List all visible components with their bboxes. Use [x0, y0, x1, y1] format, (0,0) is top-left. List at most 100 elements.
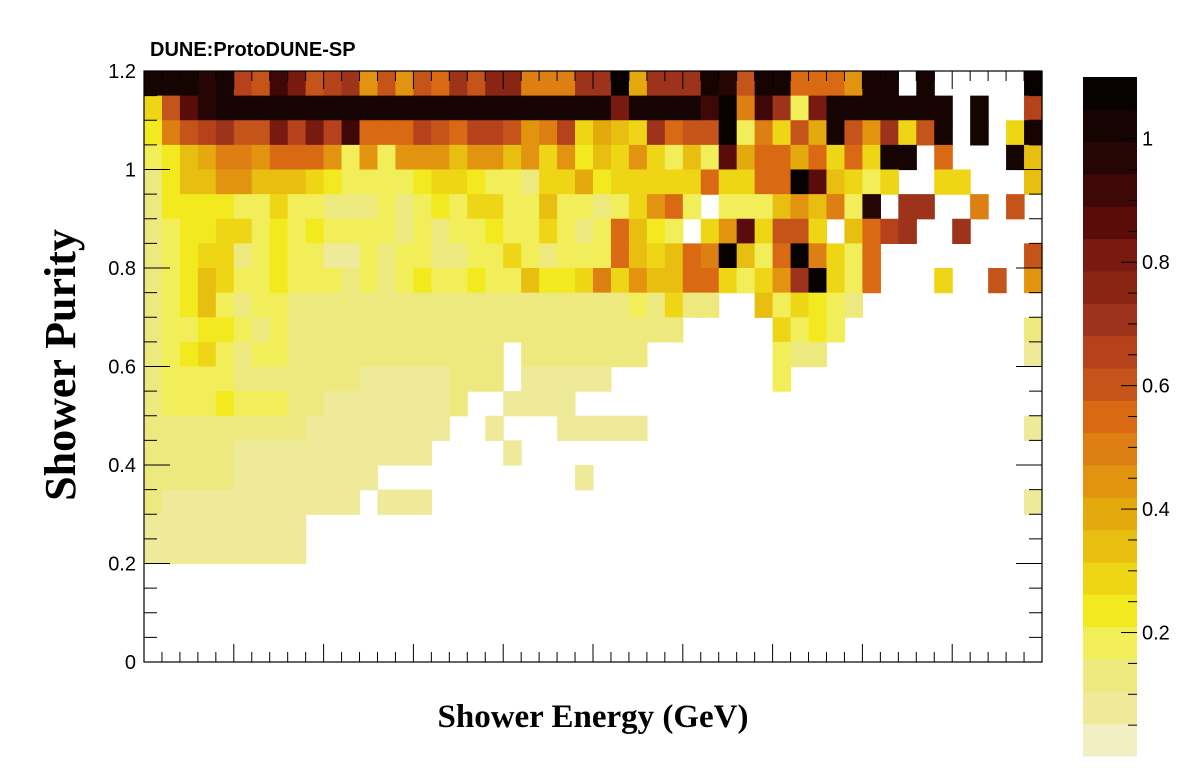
heatmap-cell: [575, 268, 594, 294]
heatmap-cell: [467, 120, 486, 146]
heatmap-cell: [646, 268, 666, 294]
heatmap-cell: [485, 366, 504, 392]
heatmap-cell: [485, 243, 504, 269]
heatmap-cell: [790, 194, 810, 220]
heatmap-cell: [413, 218, 432, 244]
heatmap-cell: [305, 95, 325, 121]
heatmap-cell: [359, 95, 379, 121]
heatmap-cell: [233, 194, 253, 220]
heatmap-cell: [233, 538, 253, 565]
heatmap-cell: [557, 341, 576, 368]
heatmap-cell: [341, 218, 361, 244]
heatmap-cell: [305, 268, 325, 294]
heatmap-cell: [539, 366, 558, 392]
heatmap-cell: [575, 243, 594, 269]
heatmap-cell: [269, 71, 289, 97]
heatmap-cell: [485, 415, 504, 441]
heatmap-cell: [251, 292, 271, 318]
heatmap-cell: [197, 341, 217, 368]
color-scale-swatch: [1083, 497, 1137, 531]
heatmap-cell: [287, 144, 307, 171]
heatmap-cell: [593, 120, 612, 146]
heatmap-cell: [934, 144, 953, 171]
heatmap-cell: [197, 366, 217, 392]
heatmap-cell: [377, 243, 397, 269]
heatmap-cell: [844, 95, 863, 121]
heatmap-cell: [664, 218, 684, 244]
heatmap-cell: [1024, 341, 1043, 368]
heatmap-cell: [197, 120, 217, 146]
heatmap-cell: [521, 169, 540, 195]
heatmap-cell: [521, 391, 540, 417]
heatmap-cell: [161, 465, 181, 491]
heatmap-cell: [539, 169, 558, 195]
heatmap-cell: [557, 194, 576, 220]
heatmap-cell: [215, 218, 235, 244]
heatmap-cell: [287, 194, 307, 220]
heatmap-cell: [179, 268, 199, 294]
heatmap-cell: [251, 391, 271, 417]
heatmap-cell: [215, 317, 235, 343]
heatmap-cell: [144, 144, 163, 171]
heatmap-cell: [251, 538, 271, 565]
color-scale-swatch: [1083, 659, 1137, 692]
heatmap-cell: [179, 144, 199, 171]
heatmap-cell: [233, 489, 253, 515]
heatmap-cell: [754, 194, 774, 220]
heatmap-cell: [269, 243, 289, 269]
heatmap-cell: [179, 243, 199, 269]
heatmap-cell: [916, 120, 935, 146]
heatmap-cell: [233, 465, 253, 491]
heatmap-cell: [628, 268, 648, 294]
heatmap-cell: [215, 120, 235, 146]
heatmap-cell: [772, 169, 792, 195]
heatmap-cell: [521, 194, 540, 220]
color-scale-swatch: [1083, 626, 1137, 660]
heatmap-cell: [575, 415, 594, 441]
heatmap-cell: [754, 95, 774, 121]
heatmap-cell: [323, 144, 343, 171]
heatmap-cell: [341, 169, 361, 195]
heatmap-cell: [251, 169, 271, 195]
heatmap-cell: [179, 538, 199, 565]
heatmap-cell: [215, 95, 235, 121]
heatmap-cell: [467, 341, 486, 368]
heatmap-cell: [521, 317, 540, 343]
heatmap-cell: [521, 95, 540, 121]
heatmap-cell: [359, 391, 379, 417]
heatmap-cell: [431, 71, 450, 97]
color-scale-swatch: [1083, 206, 1137, 240]
heatmap-cell: [395, 317, 414, 343]
heatmap-cell: [323, 268, 343, 294]
heatmap-cell: [359, 317, 379, 343]
heatmap-cell: [449, 95, 468, 121]
heatmap-cell: [395, 391, 414, 417]
heatmap-cell: [916, 95, 935, 121]
color-scale-tick-label: 0.4: [1142, 499, 1170, 521]
heatmap-cell: [844, 169, 863, 195]
heatmap-cell: [323, 391, 343, 417]
heatmap-cell: [449, 268, 468, 294]
color-scale-swatch: [1083, 432, 1137, 466]
heatmap-cell: [269, 218, 289, 244]
heatmap-cell: [952, 169, 971, 195]
heatmap-cell: [377, 144, 397, 171]
heatmap-cell: [215, 440, 235, 466]
heatmap-cell: [539, 341, 558, 368]
heatmap-cell: [341, 440, 361, 466]
heatmap-cell: [610, 317, 630, 343]
heatmap-cell: [197, 71, 217, 97]
color-scale-swatch: [1083, 562, 1137, 595]
heatmap-cell: [395, 71, 414, 97]
heatmap-cell: [808, 120, 828, 146]
heatmap-cell: [359, 243, 379, 269]
heatmap-cell: [521, 144, 540, 171]
heatmap-cell: [197, 194, 217, 220]
heatmap-cell: [790, 268, 810, 294]
heatmap-cell: [144, 391, 163, 417]
heatmap-cell: [610, 268, 630, 294]
heatmap-cell: [323, 218, 343, 244]
heatmap-cell: [736, 120, 756, 146]
y-tick-label: 1: [125, 160, 136, 182]
heatmap-cell: [377, 489, 397, 515]
